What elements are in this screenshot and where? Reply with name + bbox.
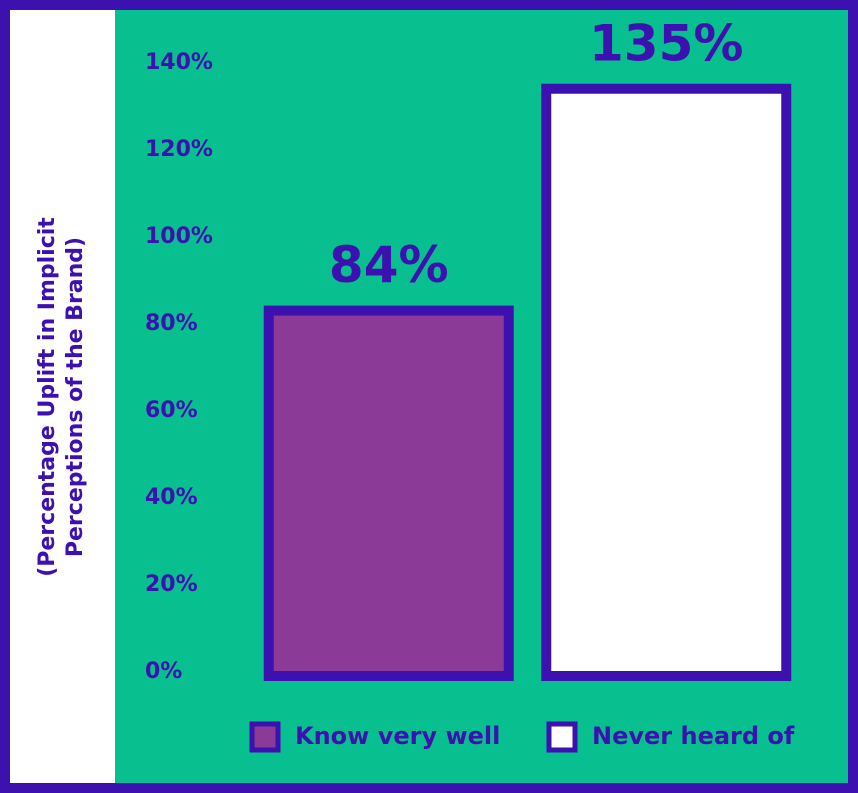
y-tick-label: 0% <box>145 659 182 684</box>
y-axis-title: (Percentage Uplift in Implicit Perceptio… <box>35 217 88 577</box>
y-tick-label: 100% <box>145 224 213 249</box>
value-label: 135% <box>589 14 743 72</box>
y-tick-label: 60% <box>145 398 198 423</box>
y-tick-label: 120% <box>145 137 213 162</box>
y-tick-label: 140% <box>145 50 213 75</box>
legend-swatch <box>546 721 578 753</box>
y-axis-title-line: (Percentage Uplift in Implicit <box>35 217 60 577</box>
y-tick-label: 40% <box>145 485 198 510</box>
bar <box>541 83 792 681</box>
legend-label: Know very well <box>295 722 500 750</box>
y-tick-label: 80% <box>145 311 198 336</box>
legend-swatch <box>249 721 281 753</box>
bar <box>263 305 514 681</box>
value-label: 84% <box>329 236 449 294</box>
axis-panel <box>10 10 115 783</box>
y-tick-label: 20% <box>145 572 198 597</box>
y-axis-title-line: Perceptions of the Brand) <box>63 237 88 557</box>
legend-label: Never heard of <box>592 722 795 750</box>
